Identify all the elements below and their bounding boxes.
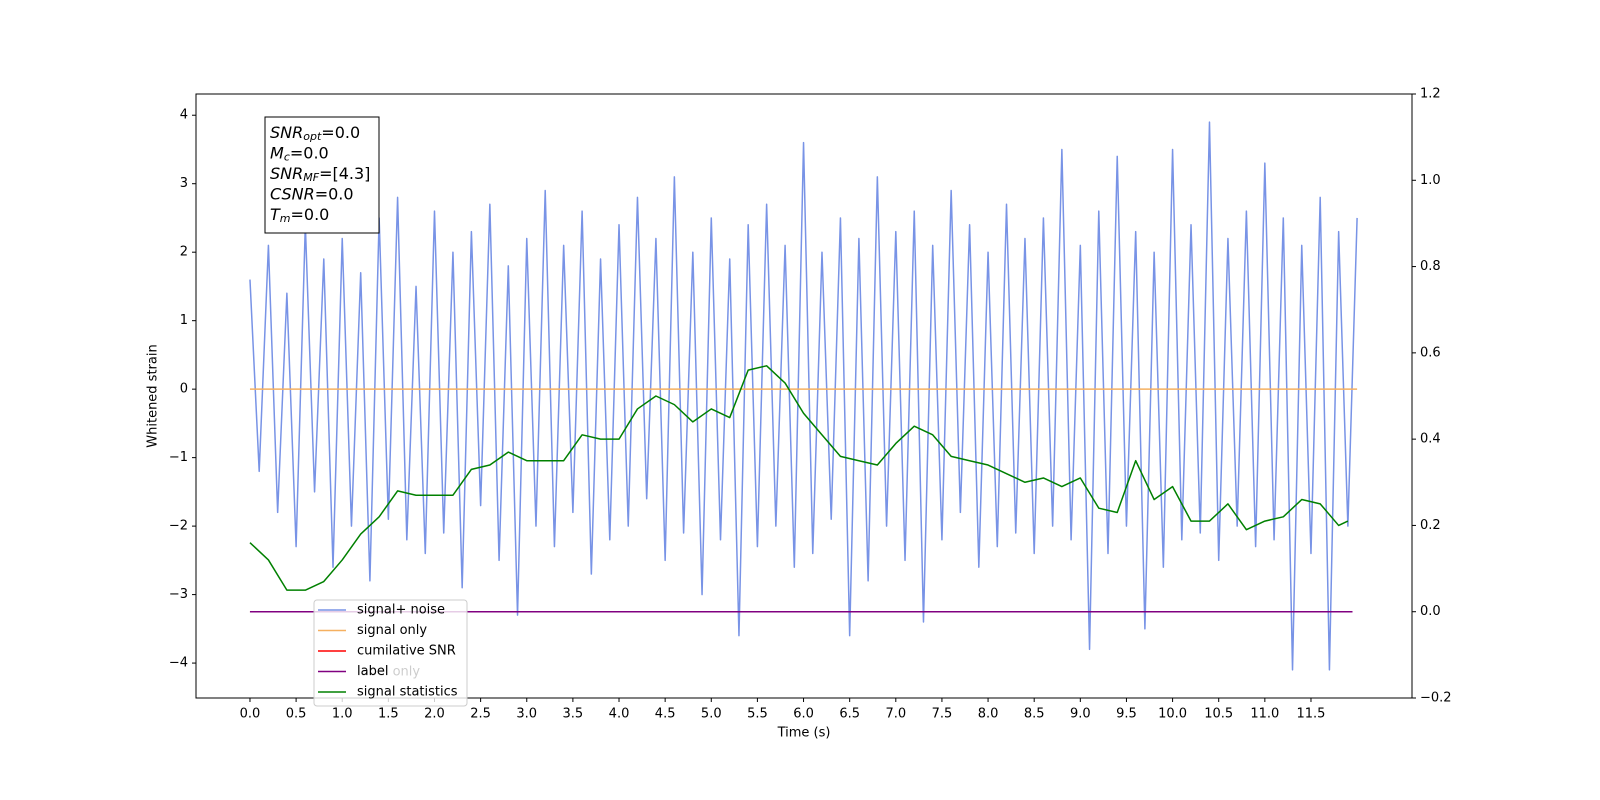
stats-text: =0.0 (321, 123, 360, 142)
y2-tick-label: 1.2 (1420, 87, 1441, 102)
x-tick-label: 11.5 (1296, 707, 1325, 722)
y-tick-label: −4 (169, 656, 188, 671)
stats-name: T (270, 205, 281, 224)
x-tick-label: 3.0 (516, 707, 537, 722)
x-tick-label: 6.5 (839, 707, 860, 722)
stats-name: CSNR (270, 184, 315, 203)
y-tick-label: −1 (169, 450, 188, 465)
legend-label: signal only (357, 623, 427, 638)
stats-text: =0.0 (315, 184, 354, 203)
x-axis-label: Time (s) (777, 726, 831, 741)
stats-text: =0.0 (291, 205, 330, 224)
stats-sub: MF (303, 171, 319, 184)
x-tick-label: 7.5 (932, 707, 953, 722)
y2-tick-label: 0.8 (1420, 259, 1441, 274)
x-tick-label: 10.0 (1158, 707, 1187, 722)
x-tick-label: 4.0 (609, 707, 630, 722)
x-tick-label: 11.0 (1250, 707, 1279, 722)
stats-line: Mc=0.0 (270, 143, 329, 164)
stats-box-frame (264, 116, 380, 234)
stats-text: =0.0 (290, 143, 329, 162)
legend-label: cumilative SNR (357, 644, 456, 659)
legend-label: signal+ noise (357, 603, 445, 618)
y-tick-label: 0 (180, 382, 188, 397)
y2-tick-label: −0.2 (1420, 691, 1452, 706)
y-tick-label: −3 (169, 587, 188, 602)
series-line (249, 121, 1358, 671)
x-tick-label: 9.5 (1116, 707, 1137, 722)
x-tick-label: 2.0 (424, 707, 445, 722)
x-tick-label: 10.5 (1204, 707, 1233, 722)
stats-name: SNR (270, 164, 303, 183)
legend-label: label (357, 664, 388, 679)
x-tick-label: 3.5 (563, 707, 584, 722)
stats-sub: c (284, 151, 290, 164)
legend-label: signal statistics (357, 685, 458, 700)
y2-tick-label: 0.6 (1420, 345, 1441, 360)
y-tick-label: 2 (180, 245, 188, 260)
y2-tick-label: 1.0 (1420, 173, 1441, 188)
y-tick-label: 1 (180, 313, 188, 328)
y2-tick-label: 0.0 (1420, 604, 1441, 619)
x-tick-label: 6.0 (793, 707, 814, 722)
x-tick-label: 2.5 (470, 707, 491, 722)
y-axis-label: Whitened strain (146, 344, 161, 447)
series-line (249, 365, 1349, 591)
stats-name: SNR (270, 123, 303, 142)
stats-sub: opt (303, 130, 322, 143)
stats-line: SNRopt=0.0 (270, 123, 360, 144)
stats-line: Tm=0.0 (270, 205, 329, 226)
x-tick-label: 8.5 (1024, 707, 1045, 722)
stats-sub: m (280, 212, 291, 225)
x-tick-label: 0.5 (286, 707, 307, 722)
y-tick-label: −2 (169, 519, 188, 534)
stats-name: M (270, 143, 284, 162)
x-tick-label: 4.5 (655, 707, 676, 722)
x-tick-label: 5.0 (701, 707, 722, 722)
stats-line: SNRMF=[4.3] (270, 164, 370, 185)
y-tick-label: 3 (180, 176, 188, 191)
y2-tick-label: 0.2 (1420, 518, 1441, 533)
stats-text: =[4.3] (319, 164, 370, 183)
x-tick-label: 9.0 (1070, 707, 1091, 722)
x-tick-label: 7.0 (885, 707, 906, 722)
y-tick-label: 4 (180, 108, 188, 123)
x-tick-label: 1.0 (332, 707, 353, 722)
x-tick-label: 8.0 (978, 707, 999, 722)
x-tick-label: 5.5 (747, 707, 768, 722)
y2-tick-label: 0.4 (1420, 432, 1441, 447)
x-tick-label: 0.0 (240, 707, 261, 722)
stats-box: SNRopt=0.0Mc=0.0SNRMF=[4.3]CSNR=0.0Tm=0.… (264, 116, 380, 234)
legend-frame (313, 599, 468, 707)
stats-line: CSNR=0.0 (270, 184, 354, 203)
x-tick-label: 1.5 (378, 707, 399, 722)
